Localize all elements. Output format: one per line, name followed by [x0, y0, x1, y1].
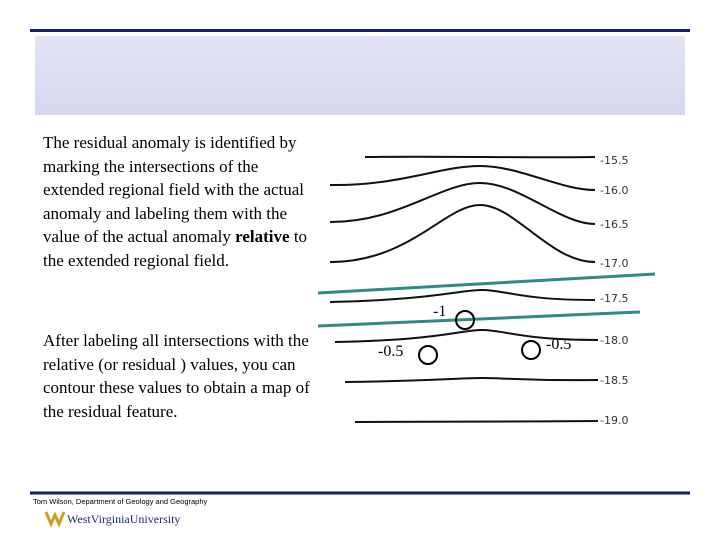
regional-line [317, 272, 656, 295]
regional-line [317, 310, 641, 328]
paragraph: After labeling all intersections with th… [43, 331, 310, 421]
contour-label: -18.0 [600, 334, 628, 347]
header-rule [30, 29, 690, 32]
contours [329, 155, 599, 423]
footer-logo: WestVirginiaUniversity [67, 512, 180, 526]
header-band [35, 36, 685, 115]
logo-mark [44, 511, 66, 528]
residual-label: -0.5 [546, 336, 571, 353]
text: The residual anomaly is identified by ma… [43, 133, 305, 246]
contour-label: -16.0 [600, 184, 628, 197]
text: to the extended regional field. [43, 227, 308, 270]
intersection-circle [521, 340, 541, 360]
intersection-circle [418, 345, 438, 365]
contour-label: -15.5 [600, 154, 628, 167]
contour-labels: -15.5 -16.0 -16.5 -17.0 -17.5 -18.0 -18.… [600, 154, 628, 427]
contour-label: -17.5 [600, 292, 628, 305]
intersection-circle [455, 310, 475, 330]
contour-label: -19.0 [600, 414, 628, 427]
paragraph: The residual anomaly is identified by ma… [43, 131, 323, 272]
contour-label: -16.5 [600, 218, 628, 231]
residual-label: -0.5 [378, 343, 403, 360]
footer-credit: Tom Wilson, Department of Geology and Ge… [33, 497, 208, 506]
bold-text: relative [235, 227, 290, 246]
residual-label: -1 [433, 303, 446, 320]
contour-label: -17.0 [600, 257, 628, 270]
contour-label: -18.5 [600, 374, 628, 387]
